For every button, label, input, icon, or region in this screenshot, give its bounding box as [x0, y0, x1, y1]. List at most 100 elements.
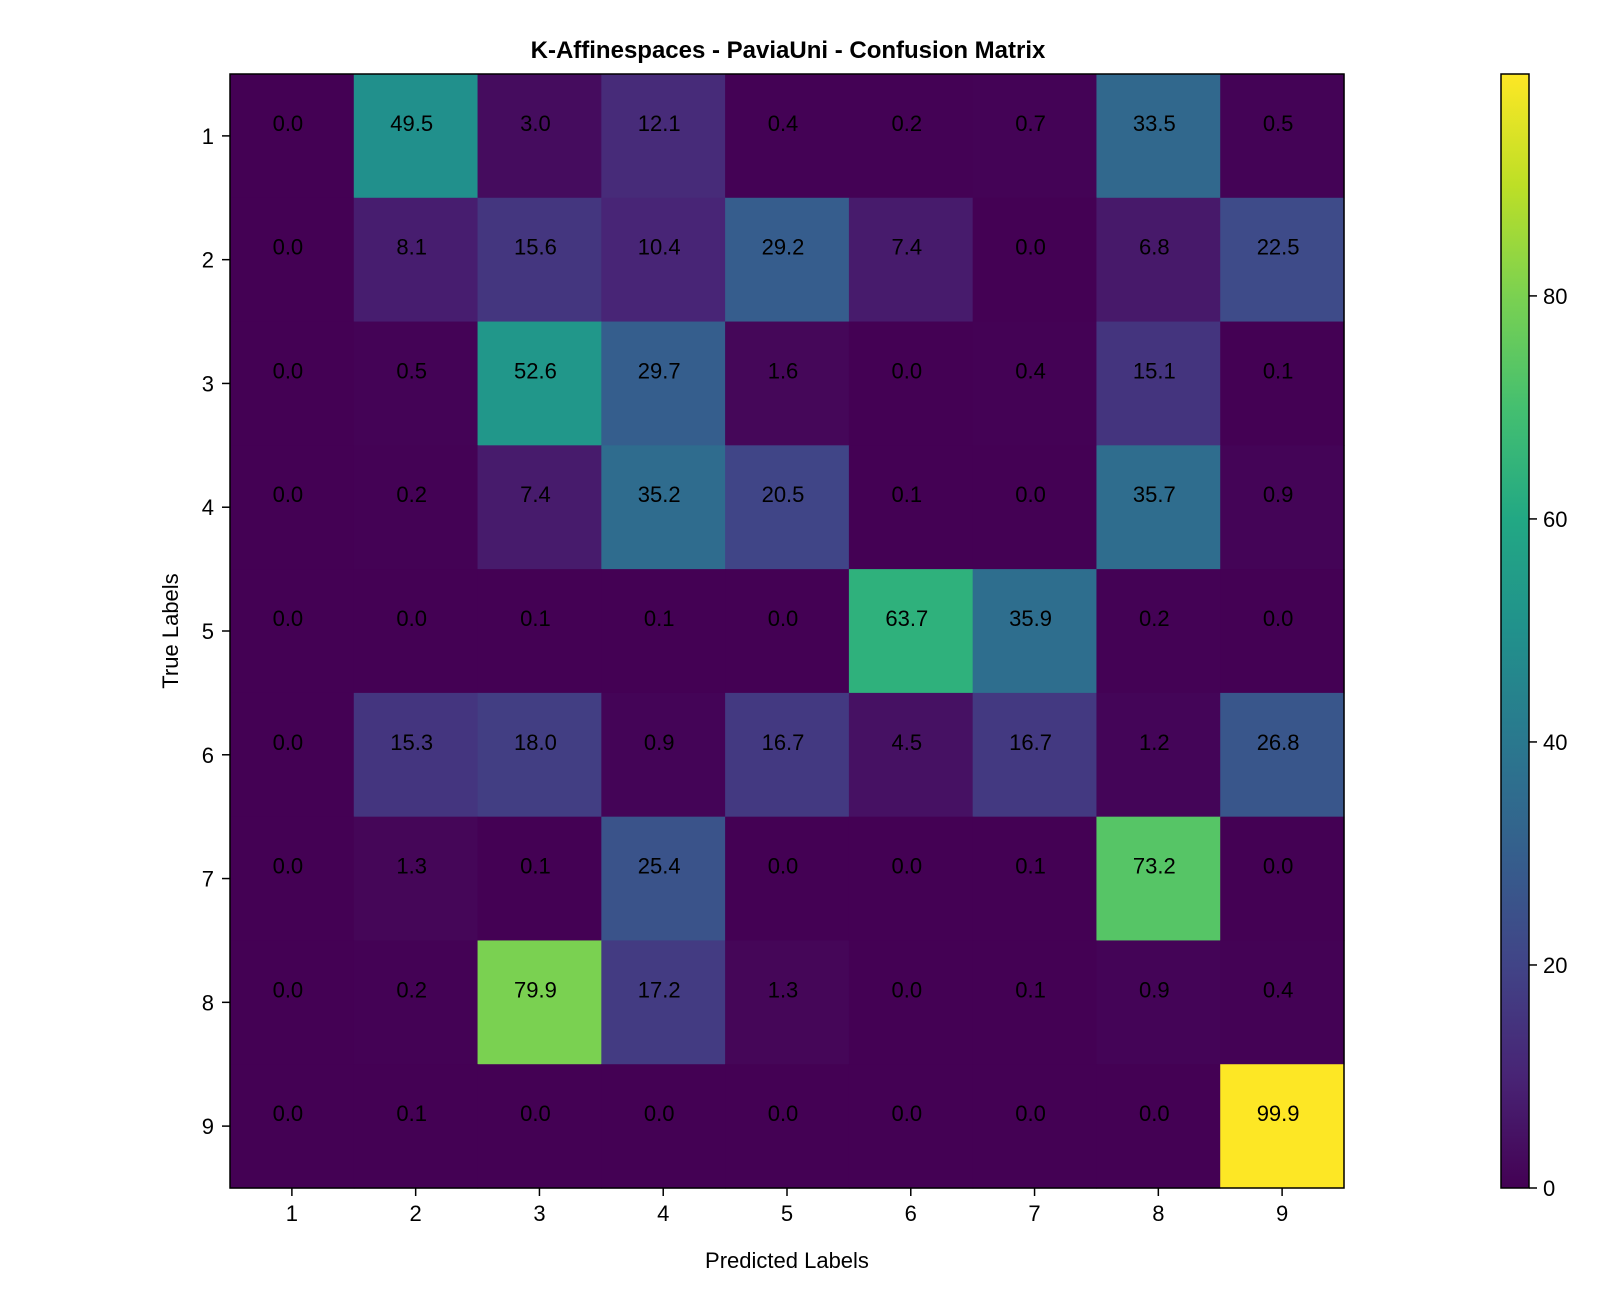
cell-value-label: 0.4 [1015, 358, 1046, 383]
heatmap-cell [848, 74, 974, 199]
cell-value-label: 17.2 [638, 977, 681, 1002]
cell-value-label: 0.9 [1263, 482, 1294, 507]
heatmap-cell [601, 445, 726, 570]
heatmap-cell [1096, 1064, 1221, 1189]
cell-value-label: 0.0 [891, 358, 922, 383]
heatmap-cell [1220, 197, 1345, 323]
cell-value-label: 0.5 [1263, 111, 1294, 136]
heatmap-cell [1096, 692, 1221, 818]
heatmap-cell [725, 569, 850, 694]
cell-value-label: 0.0 [273, 730, 304, 755]
heatmap-cell [601, 74, 726, 199]
cell-value-label: 12.1 [638, 111, 681, 136]
cell-value-label: 10.4 [638, 235, 681, 260]
heatmap-cell [1096, 940, 1221, 1065]
heatmap-cell [848, 692, 974, 818]
cell-value-label: 99.9 [1257, 1101, 1300, 1126]
heatmap-cell [972, 74, 1098, 199]
colorbar-tick-label: 0 [1543, 1176, 1555, 1201]
heatmap-cell [725, 692, 850, 818]
cell-value-label: 0.1 [891, 482, 922, 507]
cell-value-label: 0.1 [520, 854, 551, 879]
heatmap-cell [1220, 74, 1345, 199]
cell-value-label: 15.3 [390, 730, 433, 755]
heatmap-cell [725, 74, 850, 199]
heatmap-cell [1220, 445, 1345, 570]
heatmap-cell [1220, 692, 1345, 818]
cell-value-label: 1.6 [768, 358, 799, 383]
heatmap-cell [972, 321, 1098, 446]
cell-value-label: 0.1 [1015, 854, 1046, 879]
cell-value-label: 0.0 [396, 606, 427, 631]
heatmap-cell [1220, 569, 1345, 694]
heatmap-cell [1220, 321, 1345, 446]
heatmap-cell [230, 1064, 355, 1189]
cell-value-label: 35.9 [1009, 606, 1052, 631]
cell-value-label: 0.0 [891, 854, 922, 879]
cell-value-label: 8.1 [396, 235, 427, 260]
heatmap-cell [1096, 445, 1221, 570]
heatmap-cell [353, 445, 479, 570]
cell-value-label: 0.2 [396, 977, 427, 1002]
heatmap-cell [230, 445, 355, 570]
cell-value-labels: 0.0 49.5 3.0 12.1 0.4 0.2 0.7 33.5 0.5 0.0 8.1 15.6… [273, 111, 1300, 1126]
colorbar-tick-label: 80 [1543, 284, 1567, 309]
heatmap-cell [353, 569, 479, 694]
heatmap-cell [1096, 569, 1221, 694]
y-tick-label: 5 [202, 619, 214, 644]
heatmap-cell [477, 940, 602, 1065]
y-axis-label: True Labels [158, 573, 183, 688]
cell-value-label: 0.2 [891, 111, 922, 136]
cell-value-label: 4.5 [891, 730, 922, 755]
heatmap-cell [725, 940, 850, 1065]
heatmap-cell [353, 321, 479, 446]
heatmap-cell [972, 816, 1098, 942]
heatmap-cell [230, 74, 355, 199]
heatmap-cell [972, 445, 1098, 570]
cell-value-label: 35.2 [638, 482, 681, 507]
heatmap-cell [353, 816, 479, 942]
heatmap-cell [477, 816, 602, 942]
heatmap-cell [601, 816, 726, 942]
heatmap-cell [972, 1064, 1098, 1189]
heatmap-cell [230, 940, 355, 1065]
cell-value-label: 0.0 [1015, 235, 1046, 260]
heatmap-cell [230, 569, 355, 694]
heatmap-cell [477, 569, 602, 694]
cell-value-label: 33.5 [1133, 111, 1176, 136]
heatmap-cell [477, 692, 602, 818]
heatmap-cell [353, 692, 479, 818]
x-axis-ticks: 1 2 3 4 5 6 7 8 9 [286, 1188, 1288, 1226]
heatmap-cell [601, 1064, 726, 1189]
colorbar-tick-label: 60 [1543, 507, 1567, 532]
cell-value-label: 0.9 [644, 730, 675, 755]
y-axis-ticks: 1 2 3 4 5 6 7 8 9 [202, 124, 230, 1139]
colorbar-frame [1500, 73, 1530, 1189]
heatmap-cell [601, 692, 726, 818]
x-tick-label: 8 [1152, 1201, 1164, 1226]
heatmap-cell [601, 569, 726, 694]
heatmap-cell [601, 197, 726, 323]
cell-value-label: 1.2 [1139, 730, 1170, 755]
colorbar-tick-label: 40 [1543, 730, 1567, 755]
cell-value-label: 0.0 [273, 482, 304, 507]
cell-value-label: 0.0 [273, 358, 304, 383]
heatmap-cell [477, 1064, 602, 1189]
y-tick-label: 8 [202, 990, 214, 1015]
heatmap-cell [725, 445, 850, 570]
heatmap-cell [477, 197, 602, 323]
heatmap-cell [848, 197, 974, 323]
cell-value-label: 0.0 [768, 854, 799, 879]
cell-value-label: 0.0 [1139, 1101, 1170, 1126]
y-tick-label: 6 [202, 743, 214, 768]
cell-value-label: 79.9 [514, 977, 557, 1002]
heatmap-cell [230, 197, 355, 323]
heatmap-cell [1096, 321, 1221, 446]
heatmap-cell [353, 940, 479, 1065]
y-tick-label: 1 [202, 124, 214, 149]
y-tick-label: 3 [202, 371, 214, 396]
cell-value-label: 29.2 [762, 235, 805, 260]
cell-value-label: 16.7 [762, 730, 805, 755]
x-tick-label: 9 [1276, 1201, 1288, 1226]
